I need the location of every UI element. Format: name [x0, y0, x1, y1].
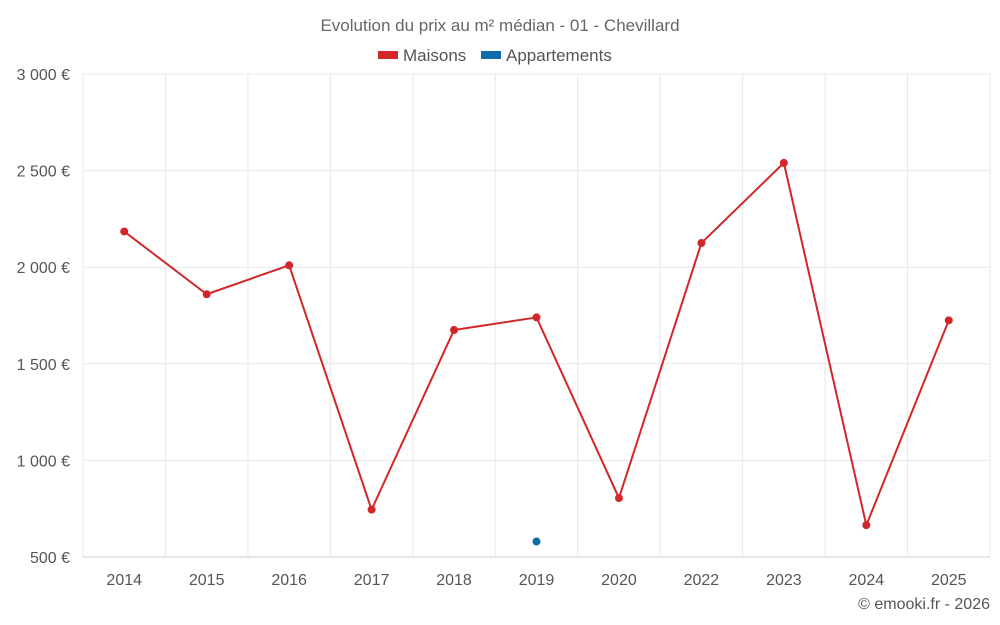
x-tick-label: 2022: [684, 572, 720, 589]
y-tick-label: 1 000 €: [17, 453, 70, 470]
y-axis: 500 € 1 000 € 1 500 € 2 000 € 2 500 € 3 000 €: [17, 67, 70, 567]
credit-text: © emooki.fr - 2026: [858, 596, 990, 613]
data-point-maisons[interactable]: [367, 505, 376, 514]
data-point-maisons[interactable]: [862, 521, 871, 530]
x-axis: 2014 2015 2016 2017 2018 2019 2020 2022 2023 2024…: [106, 572, 966, 589]
legend-item-appartements[interactable]: Appartements: [481, 46, 612, 65]
series: [120, 158, 953, 546]
data-point-appartements[interactable]: [532, 537, 541, 546]
y-tick-label: 1 500 €: [17, 357, 70, 374]
x-tick-label: 2017: [354, 572, 390, 589]
legend-swatch-appartements: [481, 51, 501, 59]
legend-label-maisons: Maisons: [403, 46, 466, 65]
x-tick-label: 2015: [189, 572, 225, 589]
chart-title: Evolution du prix au m² médian - 01 - Ch…: [320, 16, 679, 35]
legend-item-maisons[interactable]: Maisons: [378, 46, 466, 65]
data-point-maisons[interactable]: [285, 261, 294, 270]
x-tick-label: 2025: [931, 572, 967, 589]
grid: [82, 73, 991, 558]
data-point-maisons[interactable]: [614, 494, 623, 503]
y-tick-label: 2 500 €: [17, 164, 70, 181]
data-point-maisons[interactable]: [120, 227, 129, 236]
y-tick-label: 3 000 €: [17, 67, 70, 84]
x-tick-label: 2016: [271, 572, 307, 589]
legend-label-appartements: Appartements: [506, 46, 612, 65]
x-tick-label: 2020: [601, 572, 637, 589]
data-point-maisons[interactable]: [450, 325, 459, 334]
x-tick-label: 2014: [106, 572, 142, 589]
data-point-maisons[interactable]: [532, 313, 541, 322]
legend-swatch-maisons: [378, 51, 398, 59]
legend: Maisons Appartements: [378, 46, 612, 65]
data-point-maisons[interactable]: [697, 239, 706, 248]
data-point-maisons[interactable]: [944, 316, 953, 325]
x-tick-label: 2024: [849, 572, 885, 589]
x-tick-label: 2023: [766, 572, 802, 589]
y-tick-label: 2 000 €: [17, 260, 70, 277]
data-point-maisons[interactable]: [202, 290, 211, 299]
y-tick-label: 500 €: [30, 550, 70, 567]
x-tick-label: 2018: [436, 572, 472, 589]
data-point-maisons[interactable]: [779, 158, 788, 167]
x-tick-label: 2019: [519, 572, 555, 589]
